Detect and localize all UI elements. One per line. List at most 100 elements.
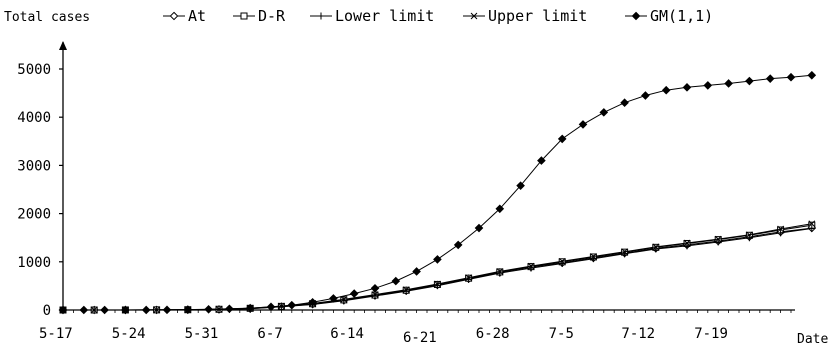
y-axis: 0 1000 2000 3000 4000 5000 (17, 41, 67, 319)
data-point (183, 305, 193, 314)
series-d-r (59, 221, 816, 314)
data-point (807, 70, 817, 80)
data-point (121, 305, 130, 315)
data-point (453, 240, 463, 250)
data-point (371, 292, 379, 300)
data-point (641, 91, 650, 100)
data-point (682, 83, 692, 92)
data-point (495, 204, 505, 214)
series-line (63, 223, 812, 311)
x-tick-label: 6-28 (476, 326, 510, 342)
legend-label: D-R (258, 7, 286, 25)
data-point (745, 76, 754, 86)
data-point (777, 225, 784, 233)
y-tick-label: 0 (43, 303, 51, 319)
x-axis: 5-17 5-24 5-31 6-7 6-14 6-21 6-28 7-5 7-12 7-19 (39, 309, 795, 346)
data-point (620, 98, 629, 108)
legend-marker (631, 11, 641, 21)
data-point (204, 304, 213, 314)
series-at (58, 223, 817, 315)
data-point (714, 235, 722, 243)
data-point (340, 296, 348, 303)
data-point (765, 74, 775, 83)
legend-label: Lower limit (335, 7, 434, 25)
data-point (402, 287, 410, 295)
data-point (58, 305, 68, 315)
data-point (79, 305, 89, 315)
x-tick-label: 6-14 (330, 326, 364, 342)
data-point (703, 81, 713, 90)
data-point (412, 267, 421, 276)
legend-marker (317, 12, 325, 20)
data-point (308, 297, 317, 307)
legend: At D-R Lower limit Upper limit GM(1,1) (163, 7, 713, 25)
x-tick-label: 6-21 (403, 330, 437, 346)
data-point (537, 156, 546, 165)
data-point (465, 274, 472, 282)
data-point (578, 120, 588, 129)
data-point (340, 297, 348, 305)
y-tick-label: 4000 (17, 110, 51, 126)
data-point (661, 85, 671, 95)
data-point (329, 294, 338, 303)
series-line (63, 228, 812, 311)
data-point (652, 243, 660, 251)
series-upper-limit (59, 220, 816, 314)
x-tick-label: 5-17 (39, 326, 73, 342)
data-point (402, 286, 410, 294)
legend-item: GM(1,1) (625, 7, 713, 25)
legend-item: Lower limit (310, 7, 434, 25)
x-tick-label: 7-5 (549, 326, 574, 342)
plot-series (58, 70, 817, 315)
data-point (746, 231, 753, 239)
data-point (724, 79, 733, 88)
data-point (808, 225, 816, 233)
x-tick-label: 6-7 (257, 326, 282, 342)
data-point (527, 262, 535, 270)
data-point (245, 303, 255, 313)
data-point (808, 220, 816, 228)
x-tick-label: 5-24 (112, 326, 146, 342)
series-line (63, 224, 812, 311)
data-point (100, 305, 109, 315)
data-point (433, 255, 442, 264)
x-axis-title: Date (797, 332, 828, 347)
data-point (496, 268, 504, 275)
x-tick-label: 7-12 (621, 326, 655, 342)
series-line (63, 227, 812, 311)
data-point (162, 305, 172, 315)
data-point (141, 305, 151, 315)
series-line (63, 74, 812, 311)
y-axis-arrow-icon (59, 41, 67, 50)
data-point (391, 276, 401, 286)
data-point (371, 291, 379, 298)
data-point (786, 72, 796, 82)
legend-marker (470, 12, 478, 20)
legend-label: GM(1,1) (650, 7, 713, 25)
data-point (516, 181, 525, 190)
data-point (557, 134, 567, 144)
series-lower-limit (59, 225, 816, 314)
y-tick-label: 1000 (17, 255, 51, 271)
data-point (558, 257, 566, 265)
legend-label: Upper limit (488, 7, 587, 25)
legend-marker (240, 12, 248, 20)
data-point (370, 284, 380, 293)
data-point (474, 223, 484, 233)
data-point (777, 229, 785, 237)
y-tick-label: 3000 (17, 158, 51, 174)
legend-label: At (188, 7, 206, 25)
data-point (287, 300, 297, 310)
data-point (266, 302, 276, 312)
legend-item: At (163, 7, 206, 25)
legend-marker (169, 11, 179, 21)
data-point (590, 253, 597, 260)
y-tick-label: 2000 (17, 207, 51, 223)
y-tick-label: 5000 (17, 62, 51, 78)
data-point (599, 108, 609, 117)
data-point (349, 289, 359, 298)
data-point (434, 280, 441, 288)
x-tick-label: 5-31 (185, 326, 219, 342)
series-gm-1-1 (58, 70, 817, 315)
